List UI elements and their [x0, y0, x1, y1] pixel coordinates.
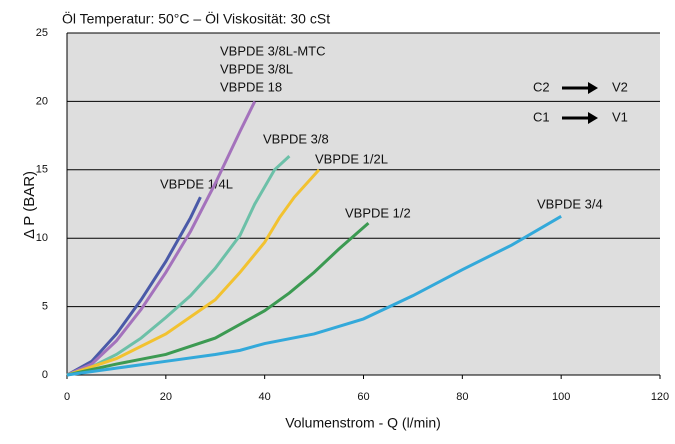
y-tick-label: 20	[36, 95, 48, 107]
series-line	[66, 168, 321, 377]
annotation: VBPDE 18	[220, 79, 282, 94]
annotation: VBPDE 3/8L	[220, 61, 293, 76]
y-axis-label: Δ P (BAR)	[21, 171, 38, 239]
series-label: VBPDE 3/8	[263, 131, 329, 146]
y-tick-label: 15	[36, 164, 48, 176]
flow-arrows	[562, 82, 598, 124]
annotation: V1	[612, 109, 628, 124]
chart-title: Öl Temperatur: 50°C – Öl Viskosität: 30 …	[62, 10, 330, 27]
y-tick-label: 10	[36, 232, 48, 244]
x-axis-label: Volumenstrom - Q (l/min)	[285, 415, 441, 431]
series-label: VBPDE 1/4L	[160, 176, 233, 191]
series-line	[66, 222, 370, 377]
series-line	[66, 100, 257, 377]
series-label: VBPDE 1/2	[345, 205, 411, 220]
x-tick-label: 60	[357, 391, 369, 403]
x-tick-label: 120	[651, 391, 669, 403]
series-label: VBPDE 3/4	[537, 196, 603, 211]
y-tick-label: 5	[42, 301, 48, 313]
annotation: V2	[612, 79, 628, 94]
series-line	[66, 215, 562, 377]
annotation: C1	[533, 109, 550, 124]
y-tick-label: 25	[36, 27, 48, 39]
x-tick-label: 20	[160, 391, 172, 403]
x-tick-label: 100	[552, 391, 570, 403]
x-tick-label: 40	[259, 391, 271, 403]
x-tick-label: 80	[456, 391, 468, 403]
series-label: VBPDE 3/8L-MTC	[220, 43, 325, 58]
series-label: VBPDE 1/2L	[315, 151, 388, 166]
x-tick-label: 0	[64, 391, 70, 403]
y-tick-label: 0	[42, 369, 48, 381]
annotation: C2	[533, 79, 550, 94]
series-line	[66, 155, 291, 377]
series-line	[66, 196, 202, 377]
